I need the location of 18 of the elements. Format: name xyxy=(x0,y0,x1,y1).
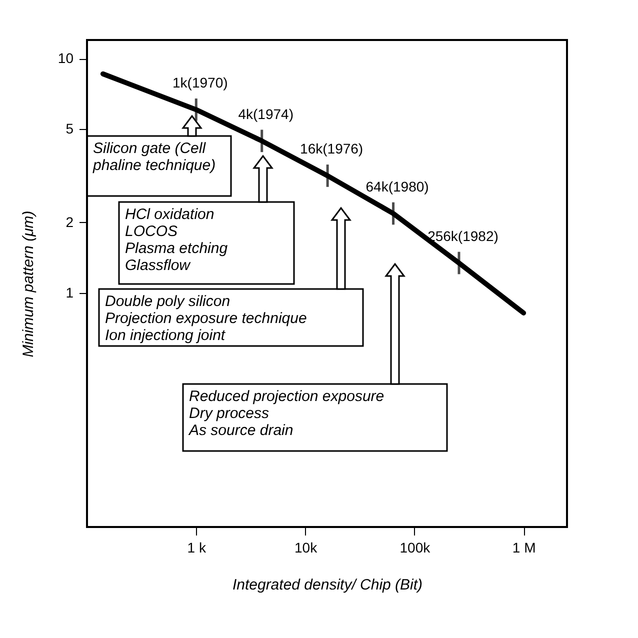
annotation: 16k(1976) xyxy=(300,140,364,157)
annotation: 64k(1980) xyxy=(366,178,429,194)
annotation: 4k(1974) xyxy=(238,106,294,122)
y-axis-title: Minimum pattern (μm) xyxy=(20,210,37,358)
y-tick-label: 2 xyxy=(66,214,74,230)
x-tick-label: 10k xyxy=(294,540,318,556)
y-tick-label: 5 xyxy=(66,120,74,137)
x-tick-label: 1 k xyxy=(187,540,207,556)
x-tick-label: 100k xyxy=(400,540,432,556)
x-axis-title: Integrated density/ Chip (Bit) xyxy=(232,576,423,594)
annotation: HCl oxidation LOCOS Plasma etching Glassflow xyxy=(125,206,228,274)
y-tick-label: 1 xyxy=(66,284,74,300)
x-tick-label: 1 M xyxy=(512,540,536,556)
annotation: Silicon gate (Cell phaline technique) xyxy=(92,140,216,174)
annotation: Reduced projection exposure Dry process As source drain xyxy=(188,388,384,439)
y-tick-label: 10 xyxy=(58,50,74,66)
annotation: Double poly silicon Projection exposure technique Ion injectiong joint xyxy=(105,293,307,344)
annotation: 1k(1970) xyxy=(172,74,228,91)
